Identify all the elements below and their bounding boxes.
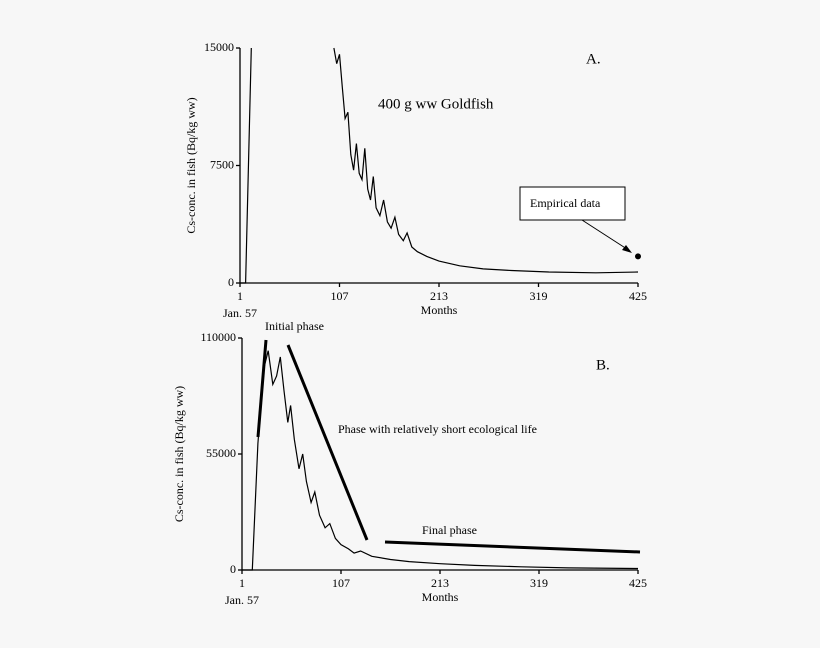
x-tick-label: 319	[530, 576, 548, 590]
x-sublabel: Jan. 57	[223, 306, 257, 320]
y-tick-label: 15000	[204, 40, 234, 54]
phase-line	[384, 540, 641, 554]
panel-label: A.	[586, 51, 601, 67]
annotation: Initial phase	[265, 319, 324, 333]
x-axis-label: Months	[421, 303, 458, 317]
data-line	[242, 350, 639, 571]
panel-label: B.	[596, 357, 610, 373]
x-tick-label: 107	[332, 576, 350, 590]
annotation: Phase with relatively short ecological l…	[338, 422, 537, 436]
x-tick-label: 107	[331, 289, 349, 303]
y-tick-label: 0	[230, 562, 236, 576]
x-tick-label: 425	[629, 576, 647, 590]
phase-line	[286, 344, 369, 541]
data-line	[240, 47, 639, 284]
arrow	[581, 219, 631, 252]
x-tick-label: 1	[237, 289, 243, 303]
x-sublabel: Jan. 57	[225, 593, 259, 607]
x-axis-label: Months	[422, 590, 459, 604]
y-tick-label: 55000	[206, 446, 236, 460]
y-axis-label: Cs-conc. in fish (Bq/kg ww)	[184, 97, 198, 233]
x-tick-label: 213	[430, 289, 448, 303]
y-tick-label: 110000	[200, 330, 236, 344]
annotation: Final phase	[422, 523, 477, 537]
data-point	[635, 253, 641, 260]
x-tick-label: 425	[629, 289, 647, 303]
x-tick-label: 319	[530, 289, 548, 303]
y-tick-label: 0	[228, 275, 234, 289]
arrow-head	[622, 245, 632, 253]
y-axis-label: Cs-conc. in fish (Bq/kg ww)	[172, 386, 186, 522]
x-tick-label: 1	[239, 576, 245, 590]
x-tick-label: 213	[431, 576, 449, 590]
y-tick-label: 7500	[210, 157, 234, 171]
annotation: 400 g ww Goldfish	[378, 96, 494, 112]
annotation-box	[519, 186, 626, 221]
annotation: Empirical data	[530, 196, 601, 210]
